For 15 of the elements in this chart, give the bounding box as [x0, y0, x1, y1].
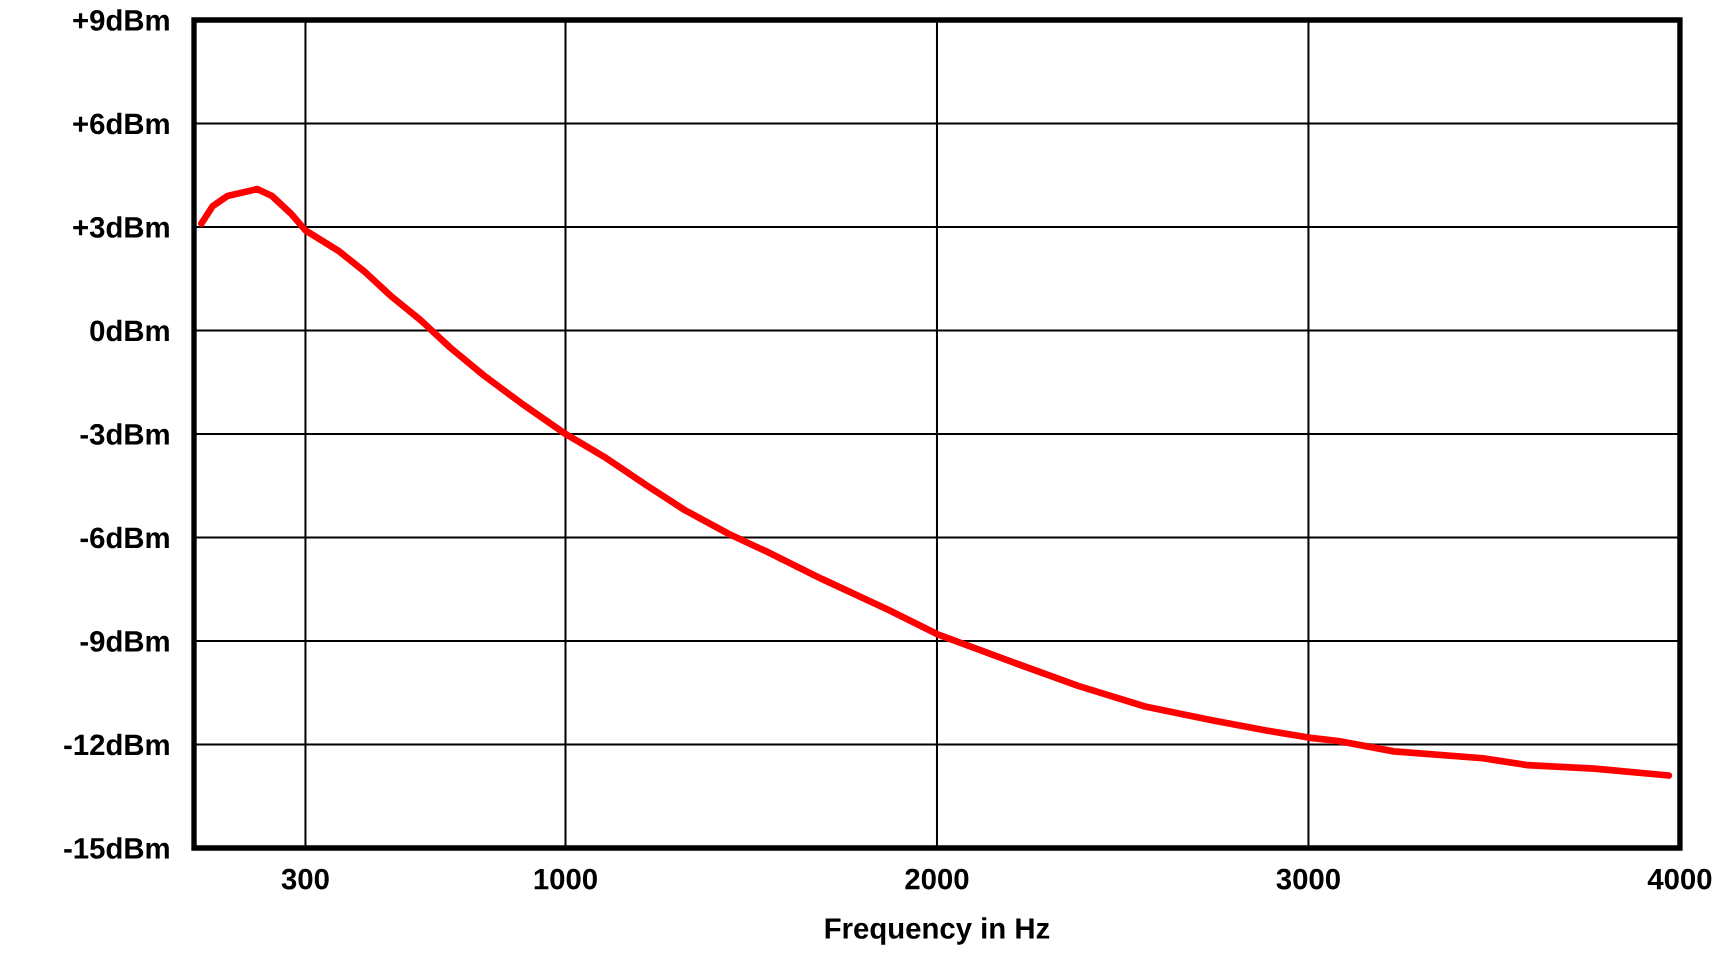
y-tick-label: -12dBm: [64, 733, 169, 756]
y-tick-label: -15dBm: [64, 837, 169, 859]
x-tick-label: 1000: [534, 868, 597, 890]
y-tick-label: 0dBm: [90, 319, 169, 342]
x-tick-label: 4000: [1647, 868, 1712, 890]
y-tick-label: +9dBm: [73, 9, 169, 31]
x-tick-label: 300: [281, 868, 329, 890]
x-tick-label: 3000: [1276, 868, 1340, 890]
x-axis-title: Frequency in Hz: [825, 917, 1050, 945]
y-tick-label: -6dBm: [80, 526, 169, 549]
y-tick-label: -3dBm: [80, 423, 169, 445]
y-tick-label: -9dBm: [80, 630, 169, 652]
y-tick-label: +3dBm: [73, 216, 169, 238]
x-tick-label: 2000: [905, 868, 969, 890]
y-tick-label: +6dBm: [73, 112, 169, 135]
